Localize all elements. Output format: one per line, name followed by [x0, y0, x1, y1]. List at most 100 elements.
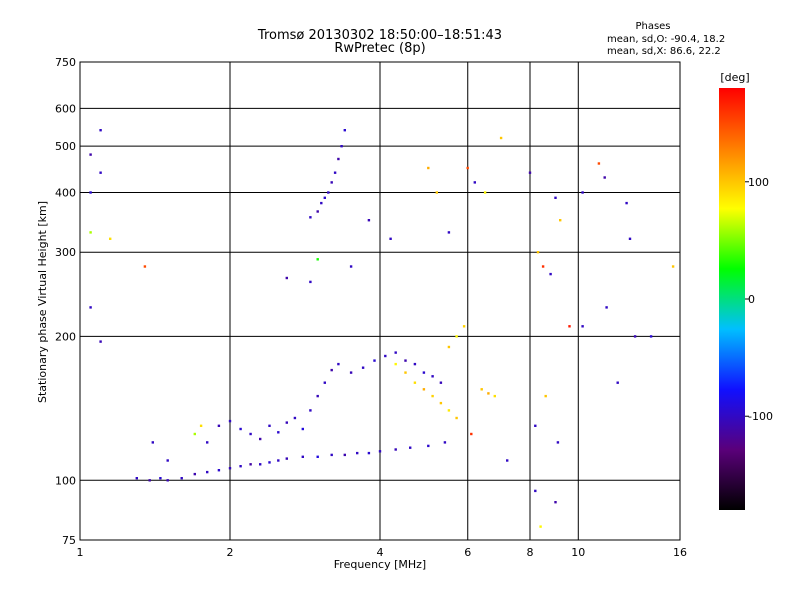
- colorbar: [719, 88, 745, 510]
- y-tick-label: 400: [55, 186, 76, 199]
- data-point: [443, 441, 447, 444]
- data-point: [539, 525, 542, 528]
- colorbar-tick-label: 100: [748, 176, 769, 189]
- data-point: [316, 394, 319, 398]
- data-point: [367, 219, 371, 222]
- data-point: [349, 265, 353, 268]
- data-point: [597, 162, 601, 165]
- x-tick-label: 8: [527, 546, 534, 559]
- chart-subtitle: RwPretec (8p): [334, 41, 425, 56]
- data-point: [193, 432, 196, 436]
- data-point: [367, 451, 371, 455]
- x-tick-label: 16: [673, 546, 687, 559]
- data-point: [316, 258, 319, 261]
- phases-line-x: mean, sd,X: 86.6, 22.2: [607, 46, 721, 57]
- data-point: [556, 441, 560, 444]
- data-point: [277, 459, 280, 462]
- data-point: [316, 210, 319, 213]
- data-point: [309, 216, 312, 219]
- data-point: [228, 467, 232, 470]
- data-point: [340, 145, 343, 148]
- data-point: [259, 463, 262, 466]
- data-point: [361, 366, 365, 369]
- data-point: [422, 371, 426, 374]
- data-point: [166, 459, 169, 462]
- data-point: [193, 472, 196, 476]
- data-point: [343, 129, 346, 132]
- data-point: [413, 381, 417, 384]
- data-point: [285, 457, 288, 460]
- grid-lines: [80, 62, 680, 540]
- data-point: [151, 441, 154, 444]
- data-point: [89, 231, 92, 234]
- data-point: [285, 276, 288, 280]
- data-point: [327, 191, 330, 194]
- data-point: [487, 392, 490, 395]
- data-point: [228, 419, 232, 423]
- data-point: [480, 388, 483, 391]
- x-tick-label: 6: [464, 546, 471, 559]
- data-point: [268, 424, 271, 427]
- data-point: [422, 388, 426, 391]
- data-point: [135, 477, 138, 480]
- data-point: [404, 371, 407, 374]
- data-point: [439, 381, 443, 384]
- data-point: [239, 465, 242, 468]
- data-point: [166, 479, 169, 482]
- data-point: [301, 455, 304, 458]
- data-point: [603, 176, 606, 179]
- data-point: [455, 335, 458, 338]
- data-point: [528, 171, 532, 174]
- data-point: [534, 489, 537, 493]
- data-point: [628, 237, 632, 240]
- data-point: [544, 394, 547, 398]
- data-point: [447, 409, 451, 412]
- data-point: [373, 359, 376, 362]
- data-point: [180, 477, 183, 480]
- data-point: [559, 219, 562, 222]
- data-point: [554, 196, 557, 199]
- y-axis-label: Stationary phase Virtual Height [km]: [36, 201, 49, 403]
- y-tick-label: 100: [55, 474, 76, 487]
- data-point: [506, 459, 509, 462]
- data-point: [293, 416, 297, 420]
- data-point: [89, 306, 92, 309]
- data-point: [470, 432, 473, 436]
- data-point: [466, 166, 469, 170]
- data-point: [431, 375, 434, 378]
- phases-line-o: mean, sd,O: -90.4, 18.2: [607, 34, 725, 45]
- data-point: [581, 325, 584, 328]
- data-point: [268, 461, 271, 464]
- x-tick-label: 2: [227, 546, 234, 559]
- data-point: [333, 171, 337, 174]
- data-point: [462, 325, 466, 328]
- y-tick-label: 300: [55, 246, 76, 259]
- x-axis-label: Frequency [MHz]: [334, 558, 426, 571]
- axis-ticks: 1 2 4 6 8 10 16 75 100 200 300 400 500 600 750: [55, 56, 687, 559]
- data-point: [159, 477, 162, 480]
- data-point: [404, 359, 407, 362]
- data-point: [493, 394, 496, 398]
- colorbar-tick-label: -100: [748, 410, 773, 423]
- data-point: [409, 446, 412, 449]
- chart-title: Tromsø 20130302 18:50:00–18:51:43: [257, 28, 502, 43]
- colorbar-ticks: 100 0 -100: [745, 176, 773, 423]
- data-point: [249, 463, 252, 466]
- data-point: [384, 354, 387, 358]
- data-point: [259, 437, 262, 441]
- data-point: [605, 306, 608, 309]
- data-point: [343, 453, 346, 457]
- data-point: [249, 432, 252, 436]
- data-point: [447, 231, 451, 234]
- data-point: [337, 362, 340, 366]
- data-point: [427, 166, 430, 170]
- data-point: [199, 424, 203, 427]
- data-point: [89, 153, 92, 156]
- x-tick-label: 1: [77, 546, 84, 559]
- data-point: [323, 381, 326, 384]
- data-point: [394, 362, 397, 366]
- y-tick-label: 200: [55, 330, 76, 343]
- data-point: [99, 340, 102, 343]
- data-point: [473, 181, 476, 184]
- data-point: [148, 479, 151, 482]
